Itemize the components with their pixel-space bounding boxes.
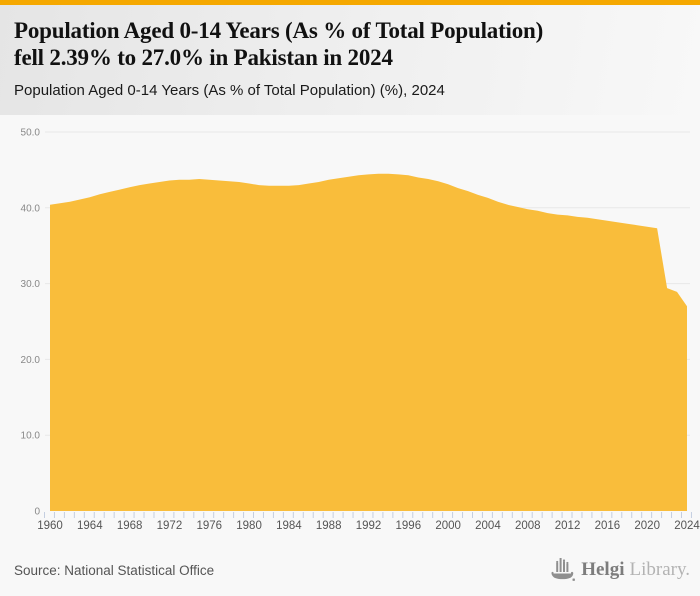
x-axis-label: 1972 (157, 520, 183, 532)
viking-ship-icon (550, 558, 576, 582)
y-axis-label: 0 (34, 507, 40, 518)
page-title: Population Aged 0-14 Years (As % of Tota… (14, 17, 686, 71)
helgi-library-logo[interactable]: Helgi Library. (550, 557, 690, 583)
source-caption: Source: National Statistical Office (14, 563, 215, 578)
x-axis-label: 1964 (77, 520, 103, 532)
page-title-line1: Population Aged 0-14 Years (As % of Tota… (14, 18, 544, 43)
chart-header: Population Aged 0-14 Years (As % of Tota… (0, 5, 700, 115)
x-axis-label: 1988 (316, 520, 342, 532)
x-axis-label: 2012 (555, 520, 581, 532)
y-axis-label: 10.0 (21, 431, 41, 442)
x-axis-label: 2000 (435, 520, 461, 532)
x-axis-label: 1992 (356, 520, 382, 532)
y-axis-label: 20.0 (21, 355, 41, 366)
accent-top-bar (0, 0, 700, 5)
x-axis-label: 1980 (236, 520, 262, 532)
area-chart: 1960 1964 1968 1972 1976 1980 1984 1988 1992 1996… (0, 114, 700, 545)
x-axis-label: 1968 (117, 520, 143, 532)
y-axis-label: 50.0 (21, 128, 41, 139)
x-axis-label: 1996 (396, 520, 422, 532)
y-axis-label: 40.0 (21, 203, 41, 214)
x-axis-label: 2008 (515, 520, 541, 532)
x-axis-label: 1960 (37, 520, 63, 532)
x-axis-label: 2020 (634, 520, 660, 532)
chart-subtitle: Population Aged 0-14 Years (As % of Tota… (14, 82, 445, 99)
x-axis-label: 2004 (475, 520, 501, 532)
logo-text-suffix: Library. (629, 559, 691, 580)
x-axis-label: 2016 (595, 520, 621, 532)
area-chart-canvas: 1960 1964 1968 1972 1976 1980 1984 1988 1992 1996… (21, 128, 700, 533)
page-title-line2: fell 2.39% to 27.0% in Pakistan in 2024 (14, 45, 393, 70)
x-axis-label: 2024 (674, 520, 700, 532)
area-series (50, 173, 687, 511)
x-axis-label: 1984 (276, 520, 302, 532)
logo-text-main: Helgi (581, 559, 625, 580)
y-axis-label: 30.0 (21, 279, 41, 290)
x-axis-label: 1976 (196, 520, 222, 532)
